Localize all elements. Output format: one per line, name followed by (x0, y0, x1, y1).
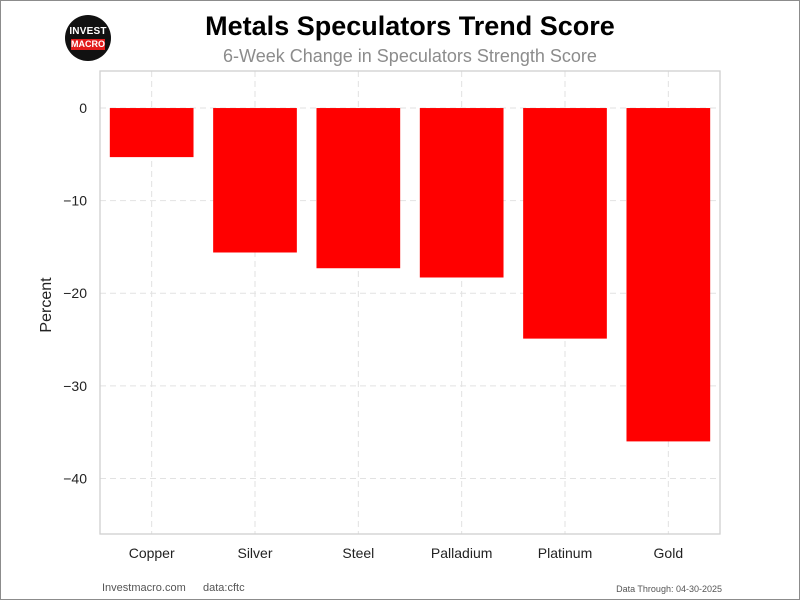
y-tick-label: 0 (79, 100, 87, 116)
footer-data-through: Data Through: 04-30-2025 (616, 584, 722, 594)
y-tick-label: −20 (63, 285, 87, 301)
footer-data-source: data:cftc (203, 582, 245, 594)
x-tick-label: Copper (129, 545, 175, 561)
x-tick-label: Platinum (538, 545, 592, 561)
plot-area-border (99, 70, 721, 535)
chart-title: Metals Speculators Trend Score (205, 11, 615, 41)
x-tick-label: Steel (342, 545, 374, 561)
y-tick-label: −10 (63, 193, 87, 209)
bar-layer (109, 108, 711, 442)
bar-steel (316, 108, 401, 269)
chart-subtitle: 6-Week Change in Speculators Strength Sc… (223, 46, 597, 66)
bar-platinum (523, 108, 607, 339)
grid-layer (100, 71, 720, 534)
logo-text-macro: MACRO (71, 39, 105, 50)
y-tick-label: −40 (63, 470, 87, 486)
x-tick-label: Silver (237, 545, 272, 561)
tick-label-layer: 0 −10 −20 −30 −40 Copper Silver Steel Palladium P… (63, 100, 683, 561)
x-tick-label: Gold (654, 545, 684, 561)
y-tick-label: −30 (63, 378, 87, 394)
bar-palladium (419, 108, 504, 278)
bar-silver (213, 108, 297, 253)
footer-source-site: Investmacro.com (102, 582, 186, 594)
bar-copper (109, 108, 194, 158)
logo-text-invest: INVEST (69, 26, 107, 37)
investmacro-logo: INVEST MACRO (65, 15, 111, 61)
bar-gold (626, 108, 711, 442)
x-tick-label: Palladium (431, 545, 492, 561)
